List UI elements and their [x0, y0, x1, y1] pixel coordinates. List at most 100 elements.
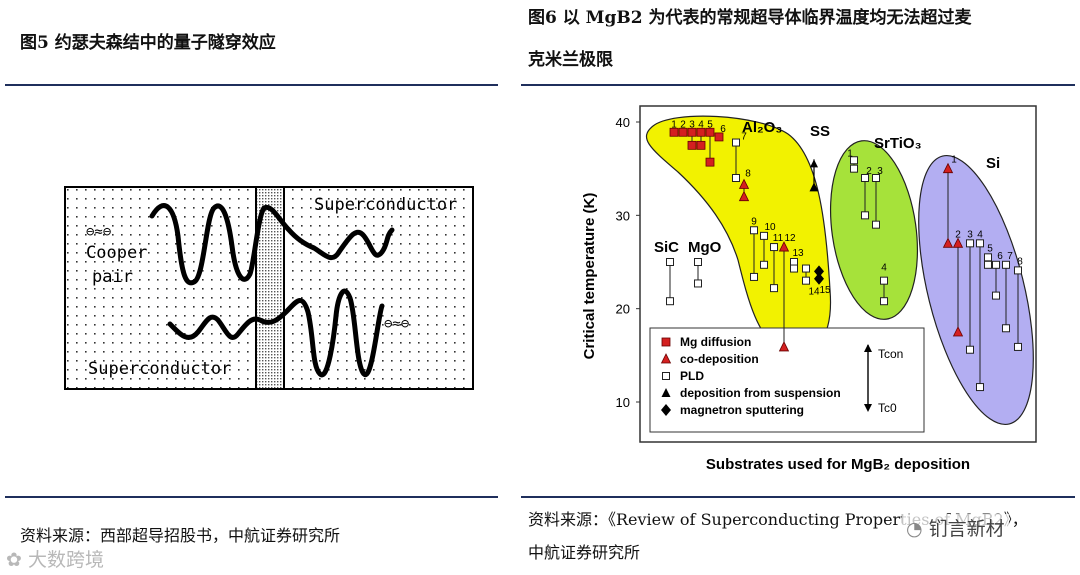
tcon-marker	[714, 132, 724, 142]
point-label: 2	[680, 119, 686, 130]
point-label: 1	[847, 148, 853, 159]
y-tick-label-10: 10	[616, 395, 630, 410]
point-label: 3	[967, 229, 973, 240]
point-Al₂O₃-15: 15	[814, 265, 831, 296]
tc0-marker	[750, 272, 758, 281]
tcon-marker	[732, 138, 740, 147]
tcon-marker	[814, 265, 824, 278]
tcon-marker	[880, 276, 888, 285]
point-label: 4	[698, 119, 704, 130]
group-label-ss: SS	[810, 123, 830, 140]
point-SS-SS	[809, 159, 819, 192]
label-superconductor-bottom: Superconductor	[88, 359, 231, 379]
point-Al₂O₃-7: 7	[732, 132, 747, 182]
tcon-marker	[861, 174, 869, 182]
point-label: 14	[808, 287, 820, 298]
tc0-marker	[802, 276, 810, 285]
point-Al₂O₃-8: 8	[738, 169, 751, 202]
ss-arrowhead	[810, 159, 818, 168]
tc0-marker	[992, 291, 1000, 300]
legend-item-1: co-deposition	[660, 352, 759, 366]
point-label: 9	[751, 216, 757, 227]
point-Al₂O₃-1: 1	[669, 119, 679, 137]
tc0-marker	[666, 297, 674, 306]
tcon-marker	[694, 258, 702, 266]
legend-label: Mg diffusion	[680, 335, 751, 349]
legend-item-0: Mg diffusion	[661, 335, 751, 349]
group-label-al2o3: Al₂O₃	[742, 119, 782, 136]
tc0-marker	[984, 260, 992, 269]
right-top-rule	[521, 84, 1075, 86]
si-region	[918, 154, 1034, 426]
tc0-arrowhead	[864, 404, 872, 412]
point-label: 1	[671, 119, 677, 130]
point-label: 2	[955, 229, 961, 240]
point-label: 6	[997, 251, 1003, 262]
right-bottom-rule	[521, 496, 1075, 498]
left-figure-title: 图5 约瑟夫森结中的量子隧穿效应	[20, 33, 276, 53]
right-figure-title-line2: 克米兰极限	[528, 50, 613, 70]
point-Al₂O₃-13: 13	[790, 248, 804, 273]
point-label: 5	[987, 243, 993, 254]
tc0-marker	[687, 140, 697, 150]
point-label: 12	[784, 233, 796, 244]
point-Al₂O₃-14: 14	[802, 264, 820, 298]
legend-item-3: deposition from suspension	[661, 386, 841, 400]
point-Al₂O₃-4: 4	[696, 119, 706, 150]
left-bottom-rule	[5, 496, 498, 498]
tcon-arrowhead	[864, 344, 872, 352]
group-label-srtio3: SrTiO₃	[874, 135, 922, 152]
point-label: 15	[819, 285, 831, 296]
point-label: 4	[977, 229, 983, 240]
y-axis-label: Critical temperature (K)	[581, 193, 598, 360]
tc0-marker	[861, 211, 869, 220]
tc0-marker	[966, 345, 974, 354]
point-Al₂O₃-3: 3	[687, 119, 697, 150]
point-Al₂O₃-10: 10	[760, 222, 776, 269]
point-Si-5: 5	[984, 243, 993, 269]
point-label: 5	[707, 119, 713, 130]
tcon-marker	[872, 174, 880, 182]
point-Al₂O₃-5: 5	[705, 119, 715, 167]
y-tick-label-30: 30	[616, 208, 630, 223]
tcon-marker	[778, 241, 790, 252]
tcon-marker	[1002, 260, 1010, 269]
point-SrTiO₃-4: 4	[880, 263, 888, 306]
watermark-right: ◔ 钔言新材	[902, 514, 1009, 541]
legend-marker	[660, 353, 672, 364]
point-label: 4	[881, 263, 887, 274]
point-label: 6	[720, 124, 726, 135]
tcon-marker	[1014, 266, 1022, 275]
tcon-marker	[984, 253, 992, 262]
legend-label: co-deposition	[680, 352, 759, 366]
tcon-marker	[750, 226, 758, 235]
legend-marker	[661, 388, 671, 397]
group-label-sic: SiC	[654, 239, 679, 256]
point-label: 3	[877, 166, 883, 177]
tcon-marker	[666, 258, 674, 266]
tc0-marker	[1014, 342, 1022, 351]
tc0-label: Tc0	[878, 401, 897, 415]
point-label: 3	[689, 119, 695, 130]
tcon-marker	[678, 127, 688, 137]
tc0-marker	[814, 272, 824, 285]
point-Al₂O₃-11: 11	[770, 233, 784, 293]
legend-marker	[662, 372, 670, 380]
tc0-marker	[952, 326, 964, 337]
tc0-marker	[732, 174, 740, 182]
tcon-marker	[687, 127, 697, 137]
point-label: 8	[745, 169, 751, 180]
tc0-marker	[872, 220, 880, 229]
tc0-marker	[778, 341, 790, 352]
group-label-si: Si	[986, 155, 1000, 172]
tcon-marker	[992, 260, 1000, 269]
legend-marker	[661, 404, 671, 416]
ss-marker	[809, 182, 819, 192]
point-label: 7	[741, 132, 747, 143]
point-Si-7: 7	[1002, 251, 1013, 333]
tcon-marker	[966, 239, 974, 248]
tc0-marker	[705, 157, 715, 167]
tcon-marker	[790, 258, 798, 266]
point-label: 7	[1007, 251, 1013, 262]
point-Si-1: 1	[942, 155, 957, 248]
